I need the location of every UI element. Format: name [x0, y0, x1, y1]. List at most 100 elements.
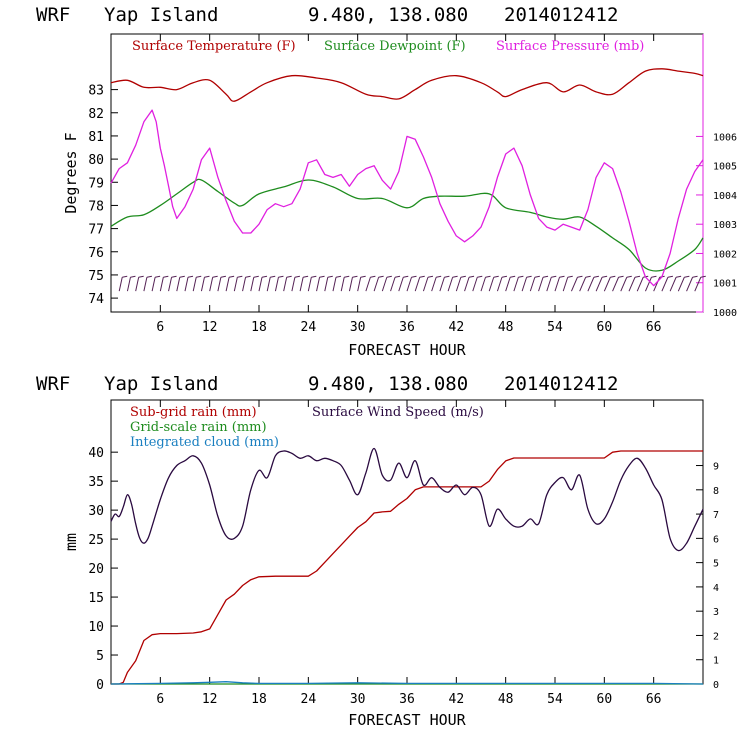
x-tick-label: 60: [597, 320, 613, 335]
y-tick-label: 15: [88, 591, 104, 606]
x-tick-label: 30: [350, 692, 366, 707]
y-tick-label: 35: [88, 475, 104, 490]
panel-precipitation: WRF Yap Island 9.480, 138.080 2014012412…: [36, 373, 719, 729]
wind-barb: [168, 275, 177, 292]
wind-barb: [340, 275, 350, 292]
wind-barb: [505, 275, 516, 292]
y-tick-label: 20: [88, 562, 104, 577]
wind-barb: [266, 275, 276, 292]
y-tick-label: 78: [88, 199, 104, 214]
wind-barb: [283, 275, 292, 292]
panel1-model: WRF: [36, 4, 70, 26]
x-tick-label: 48: [498, 692, 514, 707]
wind-barb: [151, 275, 161, 292]
y-tick-label: 79: [88, 176, 104, 191]
y2-tick-label: 8: [713, 486, 719, 497]
legend-wind-speed: Surface Wind Speed (m/s): [312, 405, 484, 420]
wind-barb: [472, 275, 483, 292]
x-tick-label: 30: [350, 320, 366, 335]
x-tick-label: 36: [399, 320, 415, 335]
legend-integrated-cloud: Integrated cloud (mm): [130, 435, 279, 450]
y2-tick-label: 1002: [713, 249, 737, 260]
y-tick-label: 81: [88, 130, 104, 145]
wind-barb: [513, 275, 524, 292]
wind-barb: [628, 275, 641, 292]
wind-barb: [274, 275, 284, 292]
y2-tick-label: 1003: [713, 220, 737, 231]
wind-barb: [200, 275, 210, 292]
wind-barb: [242, 275, 251, 292]
y2-tick-label: 0: [713, 680, 719, 691]
wind-barb: [373, 275, 384, 292]
dewpoint-line: [110, 178, 704, 272]
integrated-cloud-line: [110, 681, 704, 685]
wind-barb: [677, 275, 690, 292]
y2-tick-label: 1000: [713, 308, 737, 319]
y2-tick-label: 5: [713, 559, 719, 570]
wind-barbs: [118, 275, 706, 292]
panel2-series: [110, 447, 704, 685]
panel1-x-axis-label: FORECAST HOUR: [348, 341, 466, 359]
wind-barb: [414, 275, 425, 292]
wind-barb: [587, 275, 599, 292]
panel1-y-axis-label: Degrees F: [62, 132, 80, 213]
panel2-x-axis-label: FORECAST HOUR: [348, 711, 466, 729]
wind-barb: [126, 275, 136, 292]
y2-tick-label: 1: [713, 656, 719, 667]
panel1-y-ticks: 74 75 76 77 78 79 80 81 82 83: [88, 84, 118, 307]
wind-barb: [307, 275, 317, 292]
wind-barb: [562, 275, 573, 292]
wind-barb: [603, 275, 616, 292]
wind-barb: [390, 275, 401, 292]
panel2-y2-ticks: 0 1 2 3 4 5 6 7 8 9: [696, 462, 719, 691]
wind-barb: [447, 275, 458, 292]
panel1-x-ticks: 6 12 18 24 30 36 42 48 54 60 66: [156, 34, 661, 335]
wind-barb: [209, 275, 218, 292]
legend-dewpoint: Surface Dewpoint (F): [324, 39, 466, 54]
legend-gridscale-rain: Grid-scale rain (mm): [130, 420, 267, 435]
wind-barb: [357, 275, 366, 292]
x-tick-label: 54: [547, 692, 563, 707]
wind-barb: [324, 275, 333, 292]
wind-barb: [488, 275, 499, 292]
x-tick-label: 18: [251, 692, 267, 707]
wind-barb: [480, 275, 491, 292]
x-tick-label: 24: [301, 320, 317, 335]
wind-barb: [570, 275, 583, 292]
panel1-y2-ticks: 1000 1001 1002 1003 1004 1005 1006: [696, 132, 737, 319]
x-tick-label: 36: [399, 692, 415, 707]
wind-speed-line: [110, 447, 704, 552]
wind-barb: [612, 275, 624, 292]
x-tick-label: 66: [646, 692, 662, 707]
y-tick-label: 0: [96, 678, 104, 693]
wind-barb: [118, 275, 128, 292]
pressure-line: [110, 109, 704, 287]
wind-barb: [291, 275, 300, 292]
wind-barb: [546, 275, 557, 292]
wind-barb: [529, 275, 540, 292]
y2-tick-label: 1006: [713, 132, 737, 143]
panel2-location: Yap Island: [104, 373, 218, 395]
y2-tick-label: 1005: [713, 162, 737, 173]
wind-barb: [620, 275, 632, 292]
wind-barb: [422, 275, 434, 292]
wind-barb: [184, 275, 194, 292]
wind-barb: [233, 275, 243, 292]
wind-barb: [143, 275, 152, 292]
x-tick-label: 18: [251, 320, 267, 335]
y-tick-label: 75: [88, 269, 104, 284]
panel1-location: Yap Island: [104, 4, 218, 26]
panel1-coords: 9.480, 138.080: [308, 4, 468, 26]
y-tick-label: 82: [88, 107, 104, 122]
y2-tick-label: 7: [713, 510, 719, 521]
wind-barb: [365, 275, 376, 292]
y-tick-label: 74: [88, 292, 104, 307]
panel2-run: 2014012412: [504, 373, 618, 395]
wind-barb: [217, 275, 226, 292]
wind-barb: [579, 275, 591, 292]
wind-barb: [521, 275, 532, 292]
wind-barb: [316, 275, 325, 292]
wind-barb: [496, 275, 508, 292]
panel2-y-ticks: 0 5 10 15 20 25 30 35 40: [88, 446, 118, 693]
y-tick-label: 83: [88, 84, 104, 99]
